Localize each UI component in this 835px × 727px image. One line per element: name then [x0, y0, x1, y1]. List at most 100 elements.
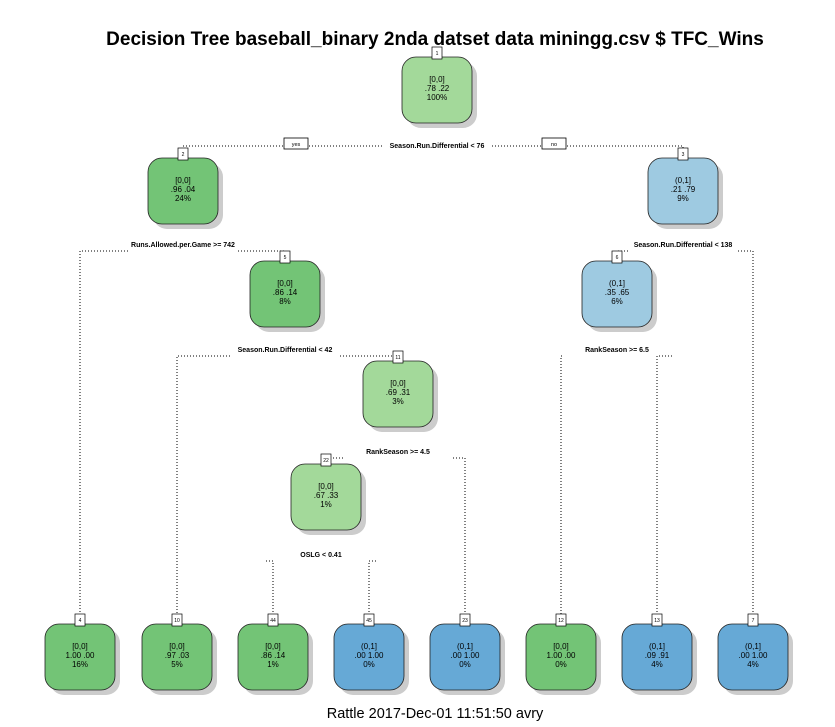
node-id-text: 11: [395, 355, 400, 361]
tree-node-6: 6 (0,1].35 .656%: [581, 250, 657, 332]
node-class: (0,1]: [457, 642, 473, 651]
node-probs: .35 .65: [605, 288, 630, 297]
node-id-tag: [363, 613, 375, 627]
footer-timestamp: Rattle 2017-Dec-01 11:51:50 avry: [326, 706, 544, 722]
node-percent: 8%: [279, 297, 291, 306]
node-probs: .96 .04: [171, 185, 196, 194]
node-percent: 4%: [747, 660, 759, 669]
node-id-tag: [392, 350, 404, 364]
split-rule-1: Season.Run.Differential < 76: [390, 143, 485, 150]
tree-node-11: 11 [0,0].69 .313%: [362, 350, 438, 432]
node-percent: 9%: [677, 194, 689, 203]
node-id-tag: [267, 613, 279, 627]
node-id-tag: [74, 613, 86, 627]
node-id-tag: [677, 147, 689, 161]
node-percent: 1%: [267, 660, 279, 669]
node-class: [0,0]: [277, 279, 293, 288]
split-rule-11: RankSeason >= 4.5: [366, 449, 430, 456]
split-rule-5: Season.Run.Differential < 42: [238, 347, 333, 354]
node-probs: .97 .03: [165, 651, 190, 660]
node-percent: 6%: [611, 297, 623, 306]
node-id-tag: [431, 46, 443, 60]
node-class: [0,0]: [318, 482, 334, 491]
node-id-text: 12: [558, 618, 564, 624]
node-id-tag: [651, 613, 663, 627]
node-id-tag: [747, 613, 759, 627]
node-class: [0,0]: [429, 75, 445, 84]
node-percent: 5%: [171, 660, 183, 669]
node-probs: .00 1.00: [355, 651, 384, 660]
node-id-text: 45: [366, 618, 372, 624]
branch-label-text-no: no: [551, 142, 557, 148]
tree-node-5: 5 [0,0].86 .148%: [249, 250, 325, 332]
tree-edge-3-7: [738, 250, 754, 614]
node-id-text: 10: [174, 618, 180, 624]
node-percent: 24%: [175, 194, 191, 203]
node-percent: 16%: [72, 660, 88, 669]
node-percent: 100%: [427, 93, 447, 102]
node-id-text: 4: [79, 618, 82, 624]
tree-node-13: 13 (0,1].09 .914%: [621, 613, 697, 695]
split-rule-22: OSLG < 0.41: [300, 552, 342, 559]
tree-edge-22-45: [368, 560, 376, 614]
node-id-tag: [459, 613, 471, 627]
node-id-tag: [320, 453, 332, 467]
node-class: [0,0]: [390, 379, 406, 388]
tree-edge-5-11: [340, 351, 399, 357]
tree-edge-11-23: [453, 457, 466, 614]
node-percent: 0%: [363, 660, 375, 669]
tree-edge-6-13: [656, 355, 672, 614]
node-id-tag: [555, 613, 567, 627]
node-probs: .86 .14: [273, 288, 298, 297]
node-id-text: 23: [462, 618, 468, 624]
node-class: [0,0]: [265, 642, 281, 651]
node-probs: .67 .33: [314, 491, 339, 500]
node-probs: .78 .22: [425, 84, 450, 93]
tree-node-23: 23 (0,1].00 1.000%: [429, 613, 505, 695]
node-probs: .09 .91: [645, 651, 670, 660]
node-probs: .86 .14: [261, 651, 286, 660]
branch-label-yes: yes: [283, 137, 309, 150]
node-class: [0,0]: [72, 642, 88, 651]
node-class: [0,0]: [553, 642, 569, 651]
node-class: (0,1]: [745, 642, 761, 651]
node-id-text: 44: [270, 618, 276, 624]
node-probs: .21 .79: [671, 185, 696, 194]
node-id-text: 3: [682, 152, 685, 158]
node-id-text: 22: [323, 458, 329, 464]
branch-label-no: no: [541, 137, 567, 150]
node-id-text: 1: [436, 51, 439, 57]
node-id-text: 5: [284, 255, 287, 261]
tree-edge-5-10: [176, 355, 230, 614]
node-class: (0,1]: [675, 176, 691, 185]
node-percent: 1%: [320, 500, 332, 509]
node-percent: 0%: [459, 660, 471, 669]
node-percent: 4%: [651, 660, 663, 669]
node-id-tag: [171, 613, 183, 627]
node-percent: 0%: [555, 660, 567, 669]
node-class: (0,1]: [609, 279, 625, 288]
split-rule-6: RankSeason >= 6.5: [585, 347, 649, 354]
tree-node-12: 12 [0,0]1.00 .000%: [525, 613, 601, 695]
node-class: (0,1]: [649, 642, 665, 651]
node-id-text: 2: [182, 152, 185, 158]
node-percent: 3%: [392, 397, 404, 406]
node-id-text: 13: [654, 618, 660, 624]
node-probs: 1.00 .00: [66, 651, 95, 660]
node-id-tag: [611, 250, 623, 264]
node-class: [0,0]: [175, 176, 191, 185]
node-class: [0,0]: [169, 642, 185, 651]
tree-node-7: 7 (0,1].00 1.004%: [717, 613, 793, 695]
node-probs: .00 1.00: [739, 651, 768, 660]
chart-title: Decision Tree baseball_binary 2nda datse…: [106, 29, 764, 50]
node-class: (0,1]: [361, 642, 377, 651]
tree-edge-1-3: [492, 145, 684, 148]
split-rule-2: Runs.Allowed.per.Game >= 742: [131, 242, 235, 249]
tree-node-44: 44 [0,0].86 .141%: [237, 613, 313, 695]
tree-edge-2-4: [79, 250, 128, 614]
node-probs: .69 .31: [386, 388, 411, 397]
tree-node-3: 3 (0,1].21 .799%: [647, 147, 723, 229]
